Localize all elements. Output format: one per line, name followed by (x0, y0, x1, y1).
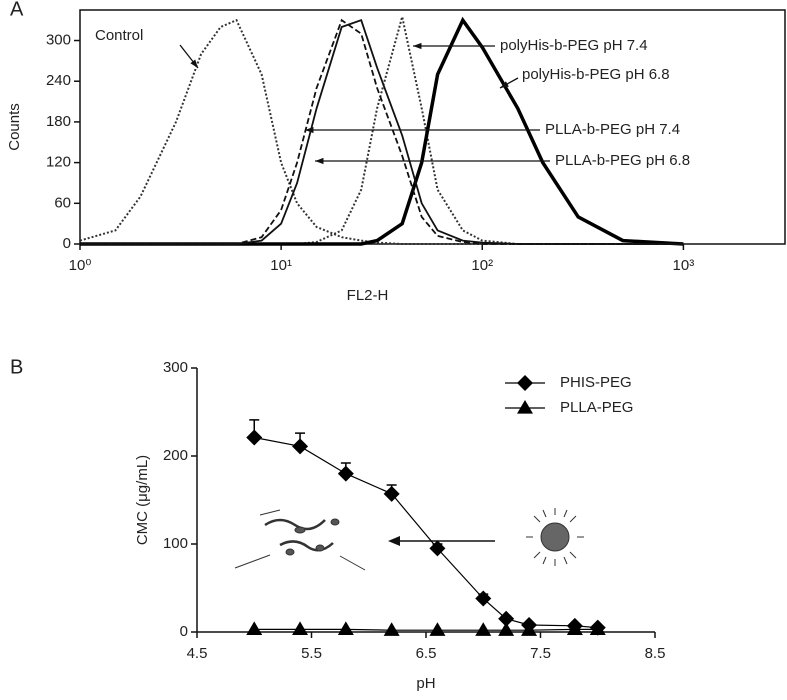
data-point (566, 621, 583, 635)
legend-marker (517, 400, 533, 414)
arrow-head (190, 59, 198, 68)
series-line (80, 18, 684, 245)
y-tick-label: 180 (46, 113, 71, 130)
transition-arrow (388, 536, 495, 546)
data-point (292, 438, 309, 455)
x-tick-label: 10² (471, 257, 493, 274)
data-point (475, 590, 492, 607)
micelle-illustration (526, 508, 584, 566)
series-line (254, 628, 598, 631)
data-point (246, 621, 263, 635)
legend-marker (517, 375, 533, 391)
arrow-head (413, 42, 422, 50)
series-label: polyHis-b-PEG pH 7.4 (500, 37, 648, 54)
x-tick-label: 7.5 (530, 645, 551, 662)
x-tick-label: 10⁰ (69, 257, 92, 274)
x-tick-label: 5.5 (301, 645, 322, 662)
x-tick-label: 8.5 (645, 645, 666, 662)
series-label: Control (95, 27, 143, 44)
data-point (383, 622, 400, 636)
arrow-head (305, 126, 314, 134)
x-tick-label: 10¹ (270, 257, 292, 274)
panel-label: B (10, 356, 23, 378)
legend-label: PHIS-PEG (560, 374, 632, 391)
x-tick-label: 10³ (673, 257, 695, 274)
x-tick-label: 4.5 (187, 645, 208, 662)
x-axis-label: FL2-H (347, 287, 389, 304)
y-axis-label: Counts (6, 103, 23, 151)
data-point (246, 429, 263, 446)
y-tick-label: 300 (163, 359, 188, 376)
y-tick-label: 0 (63, 235, 71, 252)
data-point (475, 622, 492, 636)
x-tick-label: 6.5 (416, 645, 437, 662)
legend-label: PLLA-PEG (560, 399, 633, 416)
panel-label: A (10, 0, 24, 20)
unimer-illustration (234, 509, 366, 571)
series-label: PLLA-b-PEG pH 6.8 (555, 152, 690, 169)
data-point (429, 622, 446, 636)
data-point (337, 465, 354, 482)
data-point (589, 621, 606, 635)
data-point (498, 622, 515, 636)
y-tick-label: 240 (46, 72, 71, 89)
arrow-head (500, 81, 509, 88)
series-label: polyHis-b-PEG pH 6.8 (522, 66, 670, 83)
x-axis-label: pH (416, 675, 435, 692)
data-point (521, 622, 538, 636)
data-point (292, 621, 309, 635)
y-tick-label: 200 (163, 447, 188, 464)
y-tick-label: 0 (180, 623, 188, 640)
y-tick-label: 60 (54, 194, 71, 211)
arrow-head (315, 157, 324, 165)
y-tick-label: 300 (46, 31, 71, 48)
data-point (498, 610, 515, 627)
series-label: PLLA-b-PEG pH 7.4 (545, 121, 680, 138)
data-point (383, 485, 400, 502)
y-axis-label: CMC (μg/mL) (134, 455, 151, 545)
data-point (429, 540, 446, 557)
y-tick-label: 120 (46, 154, 71, 171)
y-tick-label: 100 (163, 535, 188, 552)
data-point (337, 621, 354, 635)
series-line (254, 436, 598, 629)
plot-frame (79, 9, 786, 245)
